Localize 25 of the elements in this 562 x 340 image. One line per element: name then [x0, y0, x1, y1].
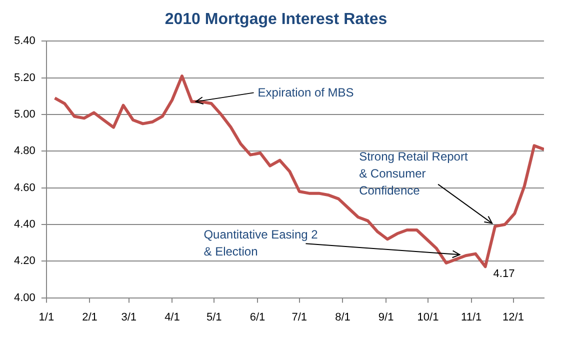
x-tick-label: 4/1	[164, 311, 180, 324]
annotation: Strong Retail Report & Consumer Confidence	[359, 149, 468, 198]
x-tick-label: 3/1	[121, 311, 137, 324]
chart-title: 2010 Mortgage Interest Rates	[164, 11, 388, 28]
y-tick-label: 5.00	[14, 108, 36, 121]
annotation: Expiration of MBS	[258, 86, 354, 100]
y-tick-label: 5.40	[14, 35, 36, 48]
y-tick-label: 4.80	[14, 145, 36, 158]
x-tick-label: 1/1	[38, 311, 54, 324]
x-tick-label: 9/1	[378, 311, 394, 324]
y-tick-label: 4.40	[14, 218, 36, 231]
y-tick-label: 5.20	[14, 72, 36, 84]
x-tick-label: 11/1	[461, 311, 482, 324]
x-tick-label: 6/1	[250, 311, 266, 324]
x-tick-label: 5/1	[206, 311, 222, 324]
y-tick-label: 4.00	[14, 292, 36, 304]
y-tick-label: 4.20	[14, 255, 36, 268]
annotation: Quantitative Easing 2 & Election	[204, 228, 318, 259]
data-label: 4.17	[493, 268, 515, 280]
x-tick-label: 2/1	[82, 311, 98, 324]
x-tick-label: 7/1	[292, 311, 308, 324]
x-tick-label: 10/1	[417, 311, 439, 324]
x-tick-label: 12/1	[502, 311, 524, 324]
x-tick-label: 8/1	[335, 311, 350, 324]
y-tick-label: 4.60	[14, 182, 36, 194]
